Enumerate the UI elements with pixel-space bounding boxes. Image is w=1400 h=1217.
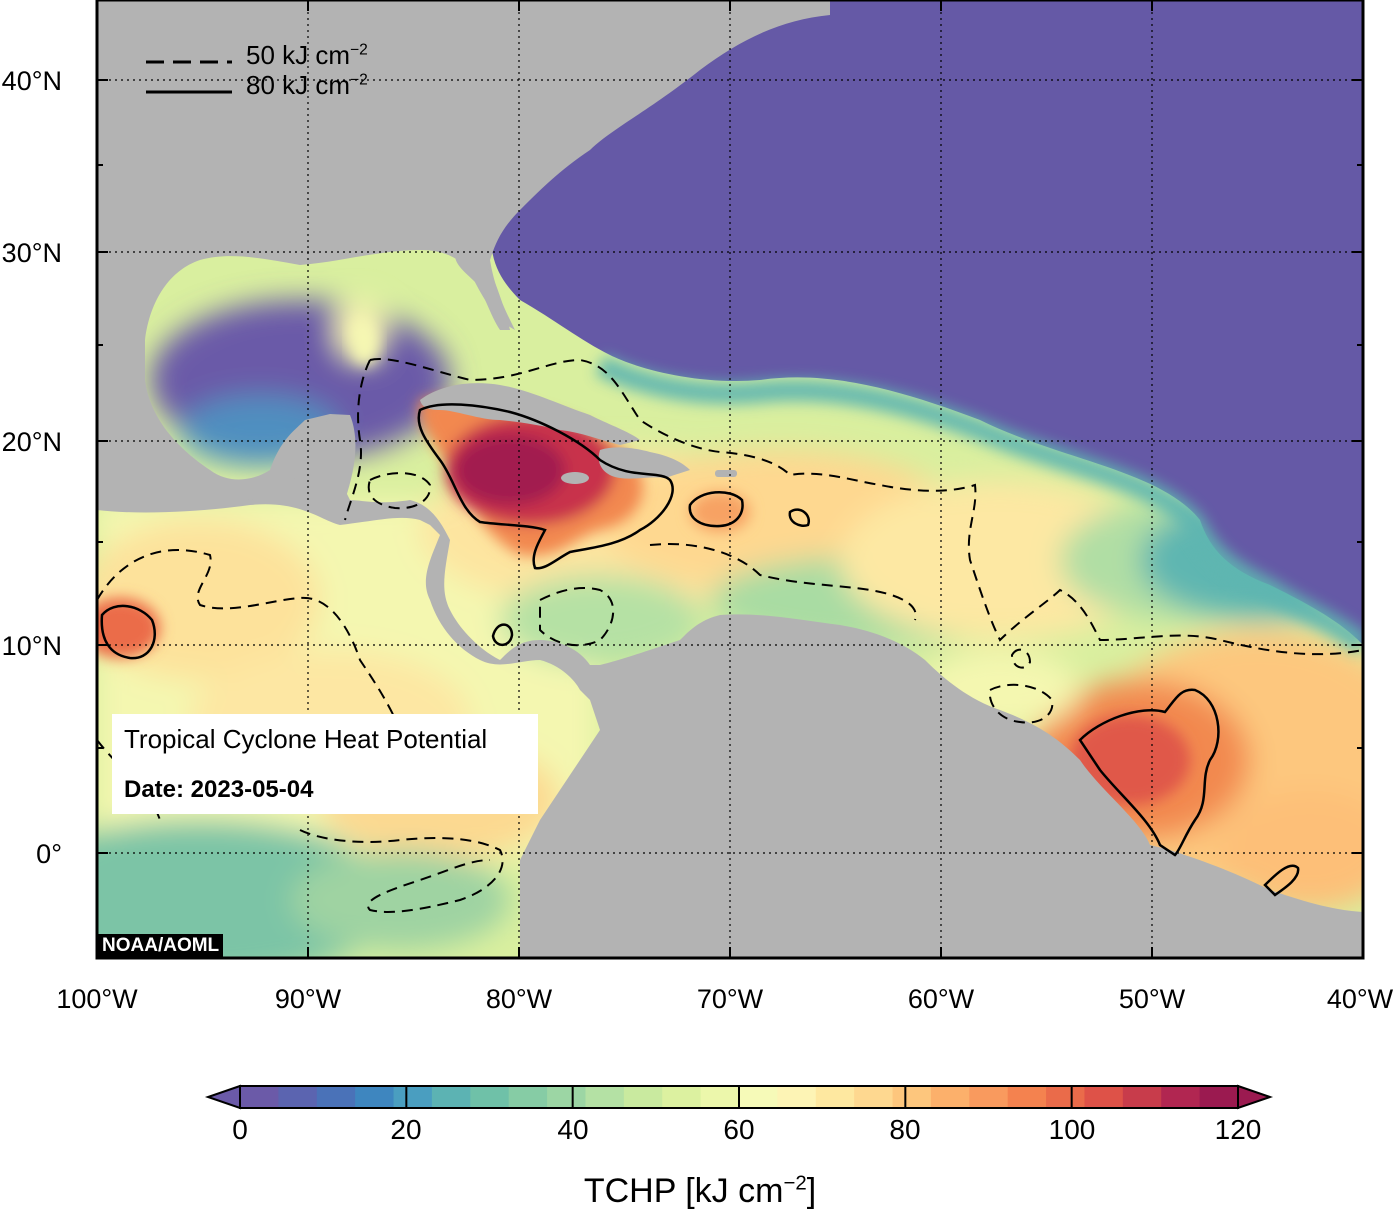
lat-label: 40°N [1, 66, 62, 96]
colorbar-cell [700, 1086, 740, 1108]
colorbar-max-arrow [1237, 1084, 1274, 1110]
lat-label: 20°N [1, 427, 62, 457]
colorbar-cell [1122, 1086, 1162, 1108]
lon-label: 40°W [1326, 984, 1394, 1014]
colorbar-cell [240, 1086, 279, 1108]
lon-label: 80°W [485, 984, 553, 1014]
contour-80 [417, 403, 674, 570]
colorbar-cell [431, 1086, 471, 1108]
colorbar-cell [1084, 1086, 1124, 1108]
colorbar-cell [854, 1086, 894, 1108]
contour-80 [1263, 864, 1300, 897]
contour-80 [491, 623, 514, 647]
lon-label: 60°W [907, 984, 975, 1014]
colorbar-cell [892, 1086, 932, 1108]
legend-item-solid: 80 kJ cm−2 [238, 70, 368, 100]
colorbar-cell [969, 1086, 1009, 1108]
contour-50 [344, 359, 371, 521]
lat-label: 30°N [1, 238, 62, 268]
contour-50 [369, 358, 1363, 656]
colorbar-cell [815, 1086, 855, 1108]
map-title: Tropical Cyclone Heat Potential [124, 724, 488, 754]
legend-item-dashed: 50 kJ cm−2 [238, 40, 368, 70]
contour-50 [649, 543, 917, 621]
contour-50 [539, 587, 615, 647]
colorbar-cell [1007, 1086, 1047, 1108]
lon-label: 50°W [1118, 984, 1186, 1014]
credit-label: NOAA/AOML [98, 934, 224, 957]
colorbar-cell [777, 1086, 817, 1108]
colorbar-min-arrow [204, 1084, 241, 1110]
colorbar-cell [1199, 1086, 1239, 1108]
colorbar-tick-label: 60 [723, 1114, 755, 1145]
colorbar-cell [585, 1086, 625, 1108]
colorbar-cell [662, 1086, 702, 1108]
colorbar-cell [508, 1086, 548, 1108]
contour-80 [1078, 688, 1220, 857]
colorbar-tick-label: 20 [390, 1114, 422, 1145]
lat-label: 10°N [1, 631, 62, 661]
contour-80 [788, 508, 811, 527]
legend-label: 80 kJ cm−2 [246, 69, 368, 100]
colorbar-cell [930, 1086, 970, 1108]
map-field [97, 0, 1363, 958]
colorbar-cell [393, 1086, 433, 1108]
colorbar-tick-label: 120 [1214, 1114, 1262, 1145]
colorbar-cell [547, 1086, 587, 1108]
colorbar-cell [1161, 1086, 1201, 1108]
colorbar-cell [623, 1086, 663, 1108]
colorbar-tick-label: 80 [889, 1114, 921, 1145]
colorbar-cell [355, 1086, 395, 1108]
axis-ticks [97, 0, 1363, 958]
colorbar-tick-label: 100 [1048, 1114, 1096, 1145]
colorbar-title: TCHP [kJ cm−2] [583, 1172, 817, 1210]
colorbar-tick-label: 0 [232, 1114, 248, 1145]
colorbar-cell [739, 1086, 778, 1108]
colorbar-cell [1046, 1086, 1086, 1108]
lon-label: 70°W [696, 984, 764, 1014]
colorbar-ticks [239, 1086, 1239, 1108]
lat-label: 0° [36, 839, 62, 869]
legend-label: 50 kJ cm−2 [246, 39, 368, 70]
contour-50 [1010, 648, 1032, 669]
contour-50 [97, 549, 531, 795]
colorbar [240, 1086, 1239, 1108]
lon-label: 90°W [274, 984, 342, 1014]
info-box: Tropical Cyclone Heat Potential Date: 20… [112, 714, 538, 814]
contour-80 [688, 490, 744, 528]
lon-label: 100°W [56, 984, 138, 1014]
contour-50 [367, 472, 432, 510]
colorbar-tick-label: 40 [557, 1114, 589, 1145]
colorbar-cell [278, 1086, 318, 1108]
colorbar-cell [316, 1086, 356, 1108]
map-date: Date: 2023-05-04 [124, 776, 314, 803]
colorbar-cell [470, 1086, 510, 1108]
